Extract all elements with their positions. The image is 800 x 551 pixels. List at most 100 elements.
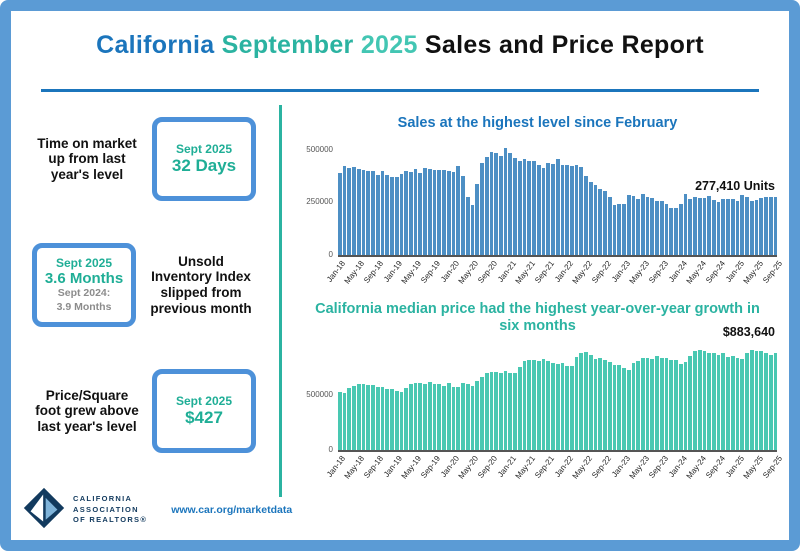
- bar: [735, 201, 740, 255]
- time-on-market-label: Time on market up from last year's level: [37, 135, 137, 182]
- bar: [380, 171, 385, 255]
- header-divider: [41, 89, 759, 92]
- bar: [461, 383, 465, 451]
- bar: [427, 169, 432, 255]
- y-tick-label: 0: [328, 250, 333, 259]
- bar: [555, 364, 560, 451]
- marketdata-link[interactable]: www.car.org/marketdata: [171, 504, 293, 516]
- bar: [527, 360, 532, 451]
- bar: [721, 352, 726, 451]
- bar: [655, 355, 659, 451]
- bar: [764, 197, 768, 255]
- bar: [409, 171, 413, 255]
- bar: [745, 353, 749, 451]
- bar: [456, 166, 461, 255]
- bar: [612, 364, 617, 451]
- bar: [612, 205, 617, 255]
- bar: [707, 196, 712, 255]
- bar: [442, 385, 446, 451]
- bar: [446, 171, 451, 255]
- bar: [366, 171, 371, 255]
- bar: [390, 389, 394, 451]
- bar: [437, 383, 442, 451]
- bar: [697, 197, 702, 255]
- bar: [603, 190, 607, 255]
- bar: [683, 361, 688, 451]
- bar: [503, 371, 508, 451]
- bar: [371, 384, 375, 451]
- bar: [574, 165, 579, 255]
- bar: [740, 359, 745, 451]
- bar: [702, 198, 707, 255]
- bar: [513, 373, 517, 451]
- y-tick-label: 500000: [306, 390, 333, 400]
- bar: [617, 204, 622, 255]
- stats-column: Time on market up from last year's level…: [15, 105, 273, 505]
- bar: [352, 167, 356, 255]
- bar: [764, 353, 768, 451]
- bar: [489, 151, 494, 255]
- bar: [773, 196, 778, 255]
- bar: [669, 208, 674, 255]
- bar: [342, 165, 347, 255]
- bar: [607, 197, 612, 255]
- bar: [338, 173, 342, 255]
- bar: [712, 199, 716, 255]
- bar: [480, 162, 484, 255]
- bar: [522, 158, 527, 255]
- bar: [409, 384, 413, 451]
- bar: [565, 366, 569, 451]
- bar: [399, 391, 404, 451]
- bar: [768, 354, 773, 451]
- bar: [385, 174, 390, 255]
- footer: CALIFORNIA ASSOCIATION OF REALTORS® www.…: [23, 486, 292, 534]
- bar: [470, 204, 475, 255]
- bar: [418, 383, 423, 451]
- sales-annotation: 277,410 Units: [695, 179, 775, 193]
- car-logo-line3: OF REALTORS®: [73, 515, 148, 525]
- bar: [574, 356, 579, 451]
- unsold-inventory-prev-value: 3.9 Months: [56, 300, 112, 313]
- bar: [773, 353, 778, 451]
- bar: [740, 195, 745, 255]
- bar: [347, 388, 352, 451]
- unsold-inventory-prev-period: Sept 2024:: [57, 287, 111, 300]
- bar: [442, 170, 446, 255]
- bar: [664, 357, 669, 451]
- bar: [399, 174, 404, 255]
- bar: [475, 183, 480, 255]
- bar: [446, 382, 451, 451]
- bar: [655, 201, 659, 255]
- bar: [730, 198, 735, 255]
- sales-chart: Sales at the highest level since Februar…: [296, 115, 783, 297]
- bar: [712, 352, 716, 451]
- bar: [394, 176, 399, 255]
- bar: [361, 169, 366, 255]
- bar: [465, 383, 470, 451]
- bar: [598, 189, 603, 255]
- bar: [716, 201, 721, 255]
- bar: [588, 355, 593, 451]
- bar: [674, 360, 678, 451]
- bar: [513, 157, 517, 255]
- bar: [645, 196, 650, 255]
- stat-unsold-inventory: Sept 2025 3.6 Months Sept 2024: 3.9 Mont…: [15, 243, 273, 327]
- bar: [432, 169, 437, 255]
- bar: [494, 372, 498, 451]
- bar: [532, 161, 536, 255]
- bar: [745, 196, 749, 255]
- median-price-annotation: $883,640: [722, 325, 775, 340]
- bar: [461, 176, 465, 255]
- bar: [674, 207, 678, 255]
- bar: [702, 351, 707, 451]
- time-on-market-box: Sept 2025 32 Days: [152, 117, 256, 201]
- bar: [541, 167, 546, 255]
- bar: [465, 196, 470, 255]
- median-price-chart: California median price had the highest …: [296, 301, 783, 492]
- bar: [347, 168, 352, 255]
- y-tick-label: 0: [328, 445, 333, 455]
- bar: [607, 362, 612, 451]
- bar: [716, 354, 721, 451]
- stat-price-per-sqft: Price/Square foot grew above last year's…: [15, 369, 273, 453]
- bar: [451, 171, 456, 255]
